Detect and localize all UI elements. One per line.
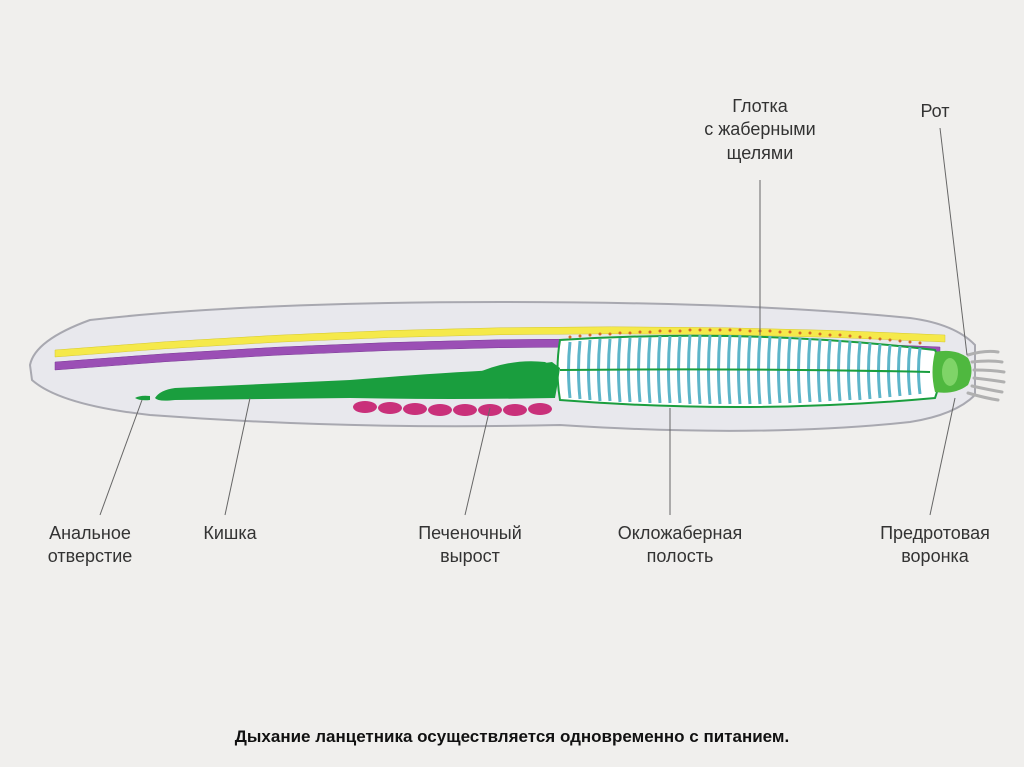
- label-liver: Печеночный вырост: [395, 522, 545, 569]
- lancelet-svg: [0, 0, 1024, 767]
- label-pharynx: Глотка с жаберными щелями: [660, 95, 860, 165]
- caption-text: Дыхание ланцетника осуществляется одновр…: [0, 727, 1024, 747]
- diagram-canvas: Глотка с жаберными щелями Рот Анальное о…: [0, 0, 1024, 767]
- label-intestine: Кишка: [185, 522, 275, 545]
- label-oralhood: Предротовая воронка: [855, 522, 1015, 569]
- label-atrial: Окложаберная полость: [590, 522, 770, 569]
- label-anus: Анальное отверстие: [20, 522, 160, 569]
- label-mouth: Рот: [905, 100, 965, 123]
